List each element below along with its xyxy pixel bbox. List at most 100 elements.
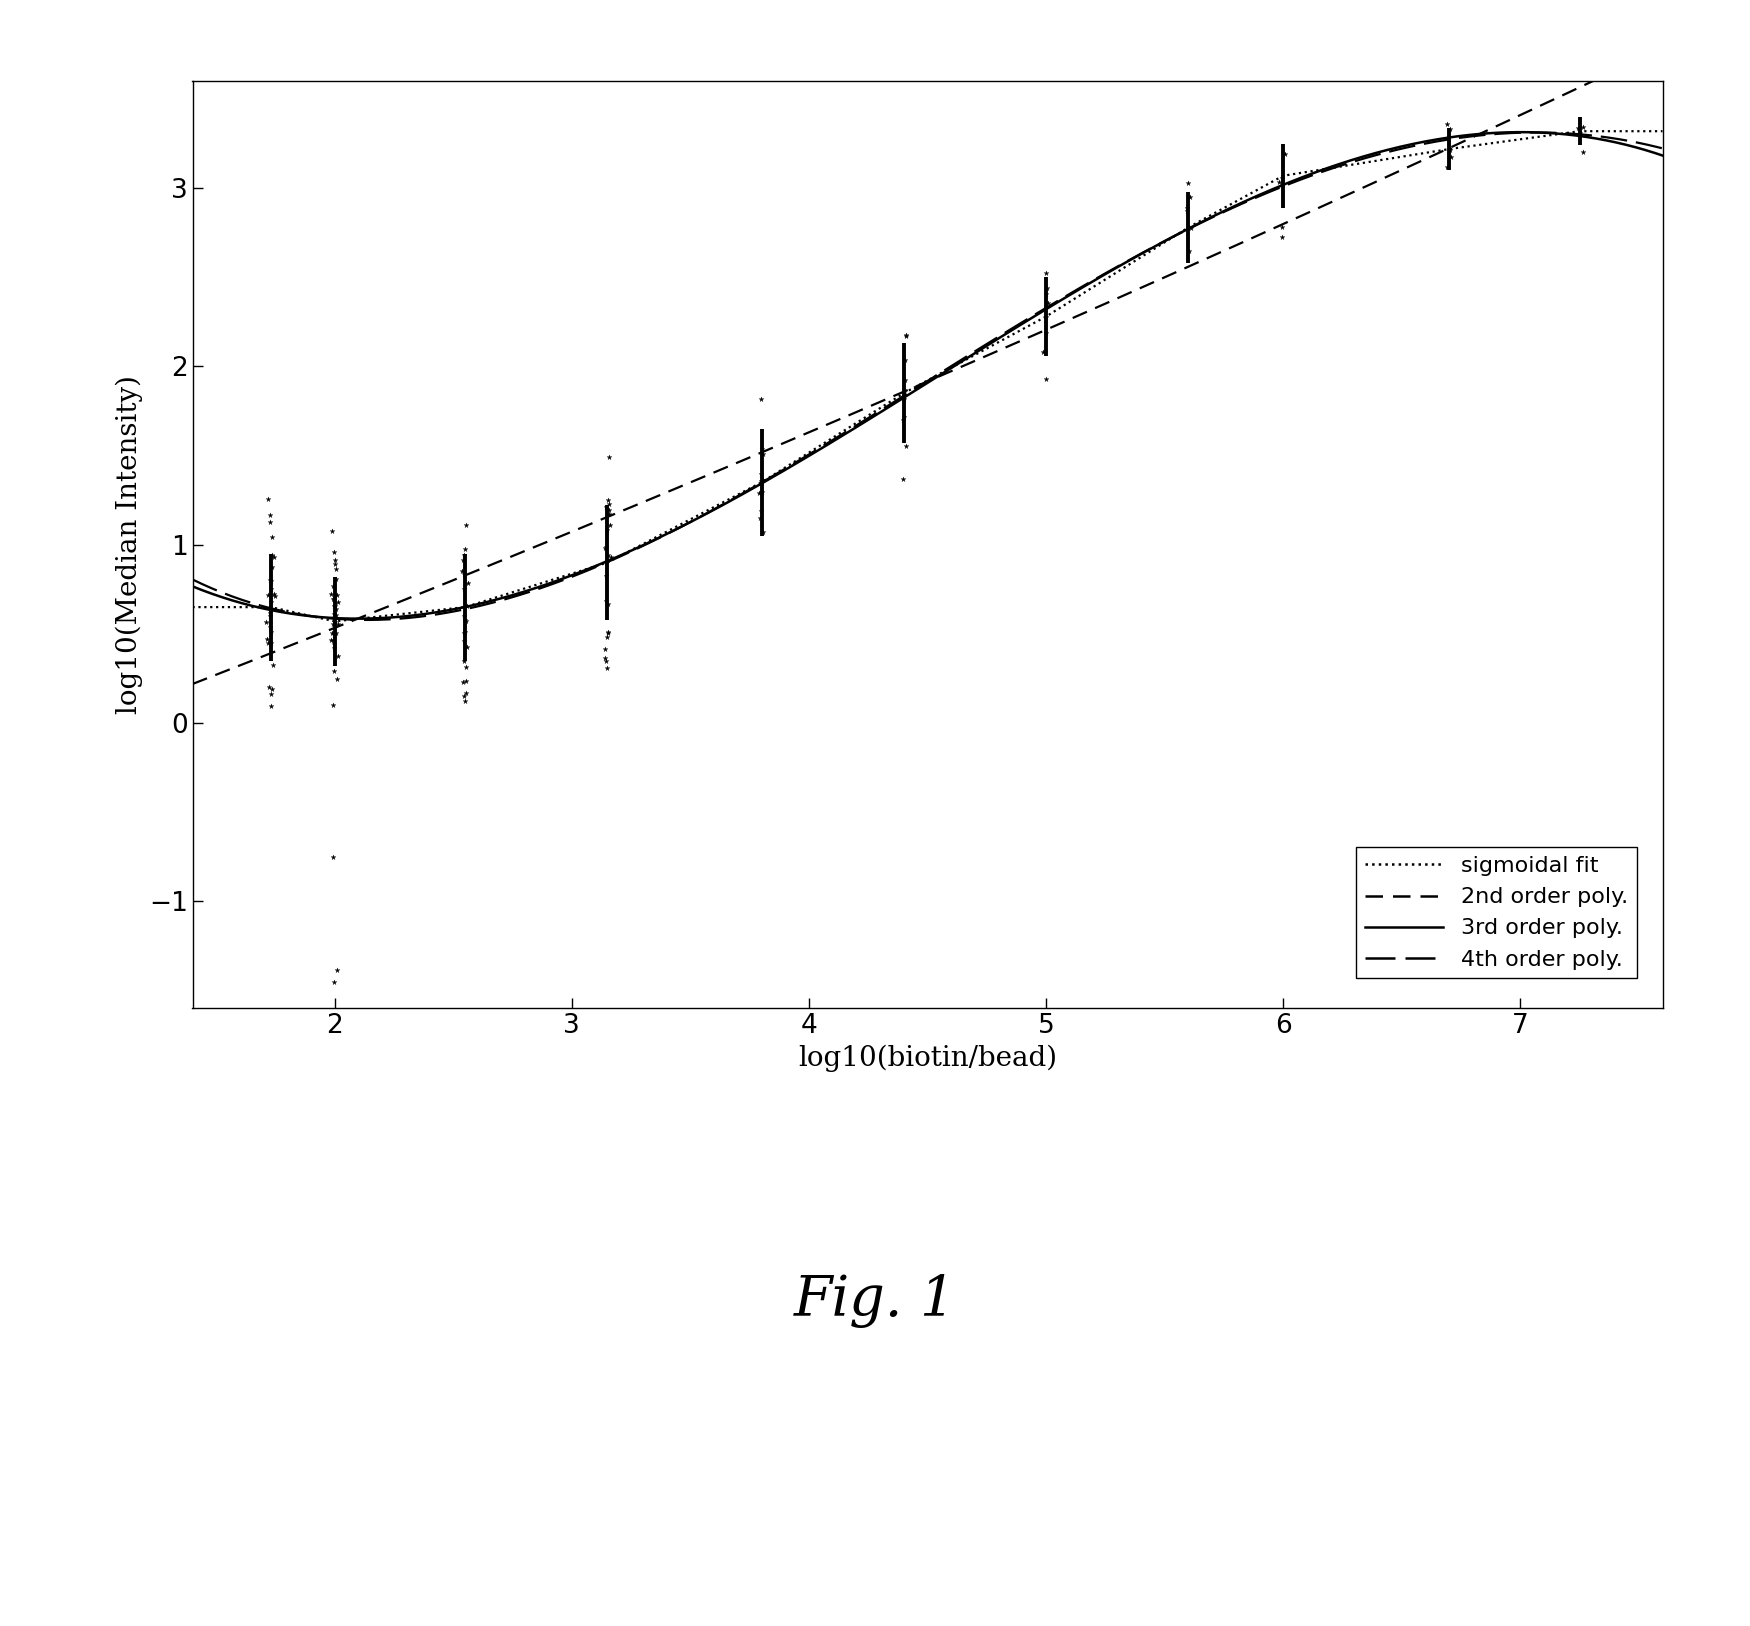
Point bbox=[318, 844, 346, 870]
Point bbox=[320, 546, 348, 572]
Point bbox=[452, 537, 480, 563]
Point bbox=[1174, 237, 1202, 263]
Point bbox=[889, 403, 917, 429]
Point bbox=[450, 683, 478, 709]
Point bbox=[1270, 141, 1298, 167]
Point bbox=[261, 582, 289, 608]
Point bbox=[592, 636, 619, 662]
Point bbox=[1176, 184, 1204, 210]
Point bbox=[593, 623, 621, 649]
Point bbox=[1172, 198, 1200, 224]
Point bbox=[1172, 195, 1200, 221]
Point bbox=[1437, 145, 1465, 171]
Point bbox=[1031, 281, 1059, 307]
Point bbox=[597, 543, 625, 569]
Point bbox=[592, 494, 619, 520]
Point bbox=[318, 517, 346, 543]
Point bbox=[255, 673, 284, 699]
Point bbox=[1032, 275, 1060, 301]
Point bbox=[450, 561, 478, 587]
Point bbox=[318, 611, 346, 637]
Point bbox=[747, 468, 775, 494]
Point bbox=[324, 642, 352, 668]
Point bbox=[892, 324, 920, 350]
Point bbox=[1034, 291, 1062, 317]
Point bbox=[747, 385, 775, 411]
Point bbox=[322, 556, 350, 582]
Point bbox=[450, 628, 478, 654]
Y-axis label: log10(Median Intensity): log10(Median Intensity) bbox=[116, 376, 144, 714]
Point bbox=[891, 379, 919, 405]
Point bbox=[595, 620, 623, 646]
Point bbox=[317, 580, 345, 606]
Point bbox=[450, 603, 478, 629]
Point bbox=[746, 480, 774, 506]
Point bbox=[257, 553, 285, 579]
Point bbox=[1174, 169, 1202, 195]
Point bbox=[322, 566, 350, 592]
Point bbox=[257, 610, 285, 636]
Point bbox=[450, 541, 478, 567]
Point bbox=[1032, 304, 1060, 330]
Point bbox=[1566, 120, 1594, 146]
Point bbox=[255, 509, 284, 535]
Point bbox=[747, 480, 775, 506]
Point bbox=[747, 460, 775, 486]
Point bbox=[592, 535, 619, 561]
Point bbox=[320, 636, 348, 662]
Point bbox=[257, 629, 285, 655]
Point bbox=[255, 502, 284, 528]
Point bbox=[892, 433, 920, 459]
Point bbox=[254, 631, 282, 657]
Point bbox=[747, 478, 775, 504]
Point bbox=[257, 693, 285, 719]
Point bbox=[747, 506, 775, 532]
Point bbox=[324, 582, 352, 608]
Point bbox=[1570, 114, 1598, 140]
Legend: sigmoidal fit, 2nd order poly., 3rd order poly., 4th order poly.: sigmoidal fit, 2nd order poly., 3rd orde… bbox=[1356, 847, 1636, 979]
Point bbox=[322, 602, 350, 628]
Point bbox=[448, 558, 476, 584]
Point bbox=[891, 367, 919, 393]
Point bbox=[320, 540, 348, 566]
Point bbox=[1433, 154, 1461, 180]
Point bbox=[448, 546, 476, 572]
Point bbox=[592, 589, 619, 615]
Point bbox=[324, 611, 352, 637]
Point bbox=[595, 498, 623, 524]
Point bbox=[1269, 224, 1297, 250]
Point bbox=[1564, 115, 1592, 141]
Point bbox=[254, 582, 282, 608]
Point bbox=[450, 576, 478, 602]
Point bbox=[452, 606, 480, 633]
Point bbox=[1568, 138, 1596, 164]
Point bbox=[318, 574, 346, 600]
Point bbox=[747, 498, 775, 524]
Point bbox=[452, 608, 480, 634]
Point bbox=[322, 597, 350, 623]
Point bbox=[595, 486, 623, 512]
Point bbox=[257, 589, 285, 615]
Point bbox=[261, 543, 289, 569]
Point bbox=[318, 628, 346, 654]
Point bbox=[318, 585, 346, 611]
Point bbox=[1029, 338, 1057, 364]
Point bbox=[1269, 166, 1297, 192]
Point bbox=[452, 688, 480, 714]
Point bbox=[453, 593, 481, 620]
Point bbox=[452, 620, 480, 646]
Point bbox=[1269, 215, 1297, 241]
Point bbox=[257, 569, 285, 595]
Point bbox=[749, 467, 777, 493]
Point bbox=[320, 593, 348, 620]
Point bbox=[320, 969, 348, 995]
Point bbox=[255, 615, 284, 641]
Point bbox=[891, 346, 919, 372]
Point bbox=[317, 626, 345, 652]
Point bbox=[595, 444, 623, 470]
Point bbox=[1437, 117, 1465, 143]
Point bbox=[254, 486, 282, 512]
Point bbox=[320, 623, 348, 649]
Point bbox=[320, 659, 348, 685]
Point bbox=[892, 322, 920, 348]
